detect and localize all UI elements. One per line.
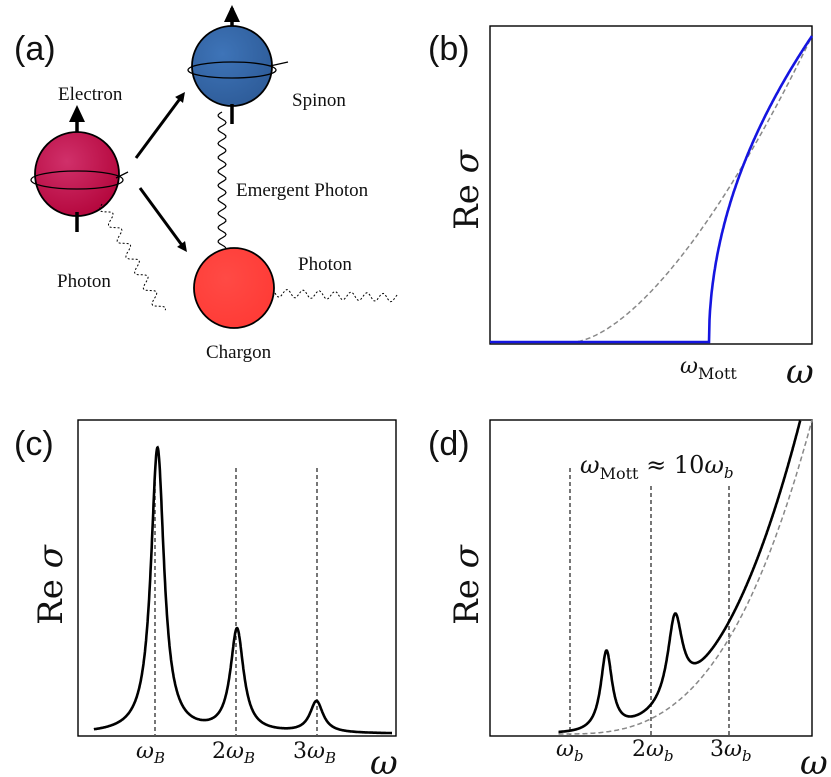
spinon-label: Spinon: [292, 90, 346, 111]
photon-line-left: [99, 203, 167, 311]
decay-arrow-chargon: [138, 187, 187, 253]
spinon-sphere: [191, 25, 273, 107]
emergent-photon-line: [217, 111, 227, 249]
panel-c-resonance-curve: [93, 445, 393, 735]
electron-rotation-tip: [115, 171, 129, 179]
panel-c-tick-1: ωB: [136, 739, 165, 767]
panel-c: (c) Re σ ωB 2ωB 3ωB ω: [14, 419, 398, 777]
panel-d-resonance-curve: [558, 420, 802, 734]
chargon-label: Chargon: [206, 342, 272, 363]
panel-d-xlabel: ω: [800, 743, 828, 777]
panel-d-tick-1: ωb: [556, 737, 584, 765]
panel-d-reference-curve: [558, 419, 813, 735]
panel-c-xlabel: ω: [370, 743, 398, 777]
photon-label-right: Photon: [298, 254, 352, 275]
panel-b-label: (b): [428, 30, 470, 68]
chargon-sphere: [193, 247, 275, 329]
panel-c-tick-2: 2ωB: [212, 739, 255, 767]
panel-a: (a) Electron Photon Spinon Emergent Phot…: [14, 5, 399, 363]
spinon-rotation-ring: [187, 61, 277, 79]
panel-b-mott-curve: [490, 35, 814, 344]
photon-line-right: [274, 288, 399, 303]
panel-d-annotation: ωMott ≈ 10ωb: [580, 451, 734, 483]
panel-b-frame: [489, 25, 813, 345]
electron-sphere: [34, 131, 120, 217]
electron-spin-arrowhead: [69, 105, 85, 122]
spinon-spin-arrowhead: [224, 5, 240, 22]
panel-c-label: (c): [14, 425, 54, 463]
spinon-rotation-tip: [269, 61, 289, 67]
panel-b-tick-mott: ωMott: [680, 354, 737, 383]
panel-a-label: (a): [14, 30, 56, 68]
panel-b-reference-curve: [490, 35, 813, 343]
panel-b-ylabel: Re σ: [447, 149, 487, 230]
panel-c-tick-3: 3ωB: [293, 739, 336, 767]
panel-d-tick-3: 3ωb: [710, 737, 752, 765]
panel-d: (d) Re σ ωMott ≈ 10ωb ωb 2ωb 3ωb ω: [428, 419, 828, 777]
electron-label: Electron: [58, 84, 123, 105]
electron-rotation-ring: [30, 170, 124, 190]
panel-d-tick-2: 2ωb: [632, 737, 674, 765]
panel-d-label: (d): [428, 425, 470, 463]
panel-b: (b) Re σ ωMott ω: [428, 25, 814, 392]
photon-label-left: Photon: [57, 271, 111, 292]
emergent-photon-label: Emergent Photon: [236, 180, 369, 201]
panel-d-ylabel: Re σ: [447, 544, 487, 625]
panel-d-frame: [489, 419, 813, 737]
panel-c-ylabel: Re σ: [31, 544, 71, 625]
decay-arrow-spinon: [134, 91, 185, 159]
panel-b-xlabel: ω: [786, 352, 814, 392]
panel-c-frame: [77, 419, 397, 737]
